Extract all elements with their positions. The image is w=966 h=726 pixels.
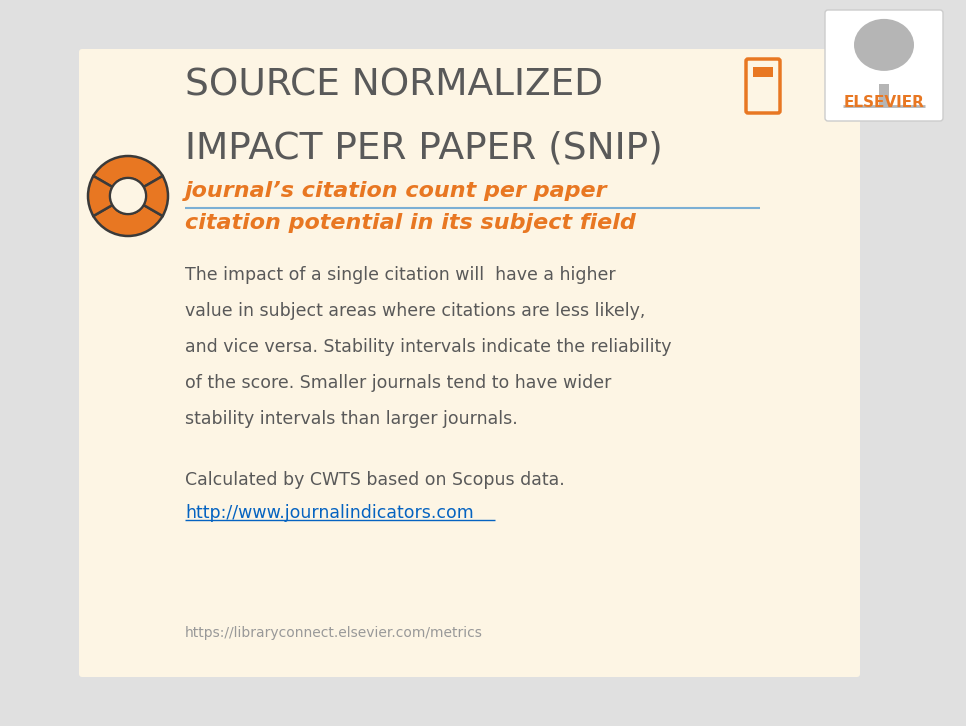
FancyBboxPatch shape: [825, 10, 943, 121]
Text: and vice versa. Stability intervals indicate the reliability: and vice versa. Stability intervals indi…: [185, 338, 671, 356]
Ellipse shape: [854, 19, 914, 71]
Text: journal’s citation count per paper: journal’s citation count per paper: [185, 181, 608, 201]
Text: SOURCE NORMALIZED: SOURCE NORMALIZED: [185, 68, 603, 104]
Text: Calculated by CWTS based on Scopus data.: Calculated by CWTS based on Scopus data.: [185, 471, 565, 489]
Text: http://www.journalindicators.com: http://www.journalindicators.com: [185, 504, 473, 522]
Circle shape: [110, 178, 146, 214]
Text: citation potential in its subject field: citation potential in its subject field: [185, 213, 636, 233]
Wedge shape: [94, 205, 162, 236]
Text: of the score. Smaller journals tend to have wider: of the score. Smaller journals tend to h…: [185, 374, 611, 392]
FancyBboxPatch shape: [79, 49, 860, 677]
Text: https://libraryconnect.elsevier.com/metrics: https://libraryconnect.elsevier.com/metr…: [185, 626, 483, 640]
Text: The impact of a single citation will  have a higher: The impact of a single citation will hav…: [185, 266, 615, 284]
Wedge shape: [144, 176, 168, 216]
Bar: [753, 67, 773, 77]
Text: IMPACT PER PAPER (SNIP): IMPACT PER PAPER (SNIP): [185, 131, 663, 167]
Text: stability intervals than larger journals.: stability intervals than larger journals…: [185, 410, 518, 428]
Text: value in subject areas where citations are less likely,: value in subject areas where citations a…: [185, 302, 645, 320]
Wedge shape: [88, 176, 112, 216]
Bar: [879, 84, 889, 106]
Wedge shape: [94, 156, 162, 187]
Text: ELSEVIER: ELSEVIER: [843, 95, 924, 110]
